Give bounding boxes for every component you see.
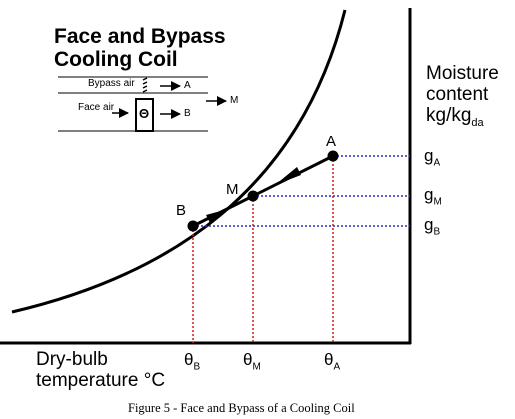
- arrow-b-to-m: [206, 209, 228, 223]
- g-b-label: gB: [424, 215, 441, 238]
- y-axis-label-line-1: Moisture: [426, 63, 499, 84]
- point-b-dot: [187, 220, 199, 232]
- figure-caption: Figure 5 - Face and Bypass of a Cooling …: [128, 401, 355, 415]
- inset-label-a: A: [184, 80, 191, 91]
- face-air-label: Face air: [78, 102, 115, 113]
- g-m-label: gM: [424, 185, 442, 208]
- coil-symbol: Θ: [139, 106, 150, 121]
- arrow-a-to-m: [275, 167, 301, 185]
- point-m-dot: [247, 190, 259, 202]
- point-m-label: M: [226, 181, 239, 198]
- x-axis-label-line-2: temperature °C: [36, 370, 166, 391]
- inset-label-b: B: [184, 108, 191, 119]
- inset-label-m: M: [230, 95, 239, 106]
- theta-b-label: θB: [184, 350, 201, 373]
- x-axis-label-line-1: Dry-bulb: [36, 349, 108, 370]
- x-axis-label: Dry-bulb temperature °C: [36, 349, 165, 391]
- title-line-1: Face and Bypass: [54, 25, 226, 48]
- y-axis-label-line-2: content: [426, 84, 489, 105]
- point-a-label: A: [326, 133, 337, 150]
- cooling-coil-box: [135, 98, 154, 132]
- y-axis-label: Moisture content kg/kgda: [426, 63, 499, 134]
- bypass-air-label: Bypass air: [88, 78, 135, 89]
- theta-m-label: θM: [243, 350, 261, 373]
- y-axis-label-line-3: kg/kgda: [426, 105, 484, 129]
- bypass-damper-icon: [142, 77, 148, 93]
- point-a-dot: [327, 150, 339, 162]
- title-line-2: Cooling Coil: [54, 48, 178, 71]
- diagram-title: Face and Bypass Cooling Coil: [54, 25, 226, 71]
- g-a-label: gA: [424, 146, 441, 169]
- theta-a-label: θA: [324, 350, 341, 373]
- point-b-label: B: [176, 202, 187, 219]
